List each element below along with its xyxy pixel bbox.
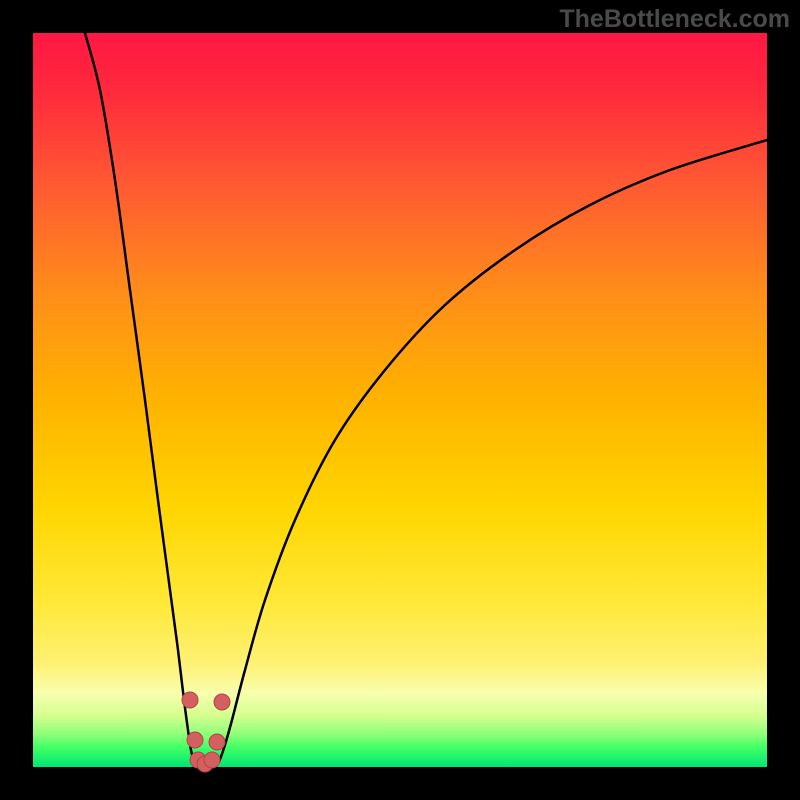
marker-point (204, 752, 220, 768)
watermark-text: TheBottleneck.com (559, 5, 790, 34)
chart-container: TheBottleneck.com (0, 0, 800, 800)
chart-svg (0, 0, 800, 800)
marker-point (209, 734, 225, 750)
marker-point (182, 692, 198, 708)
marker-point (187, 732, 203, 748)
plot-gradient-area (33, 33, 767, 767)
marker-point (214, 694, 230, 710)
